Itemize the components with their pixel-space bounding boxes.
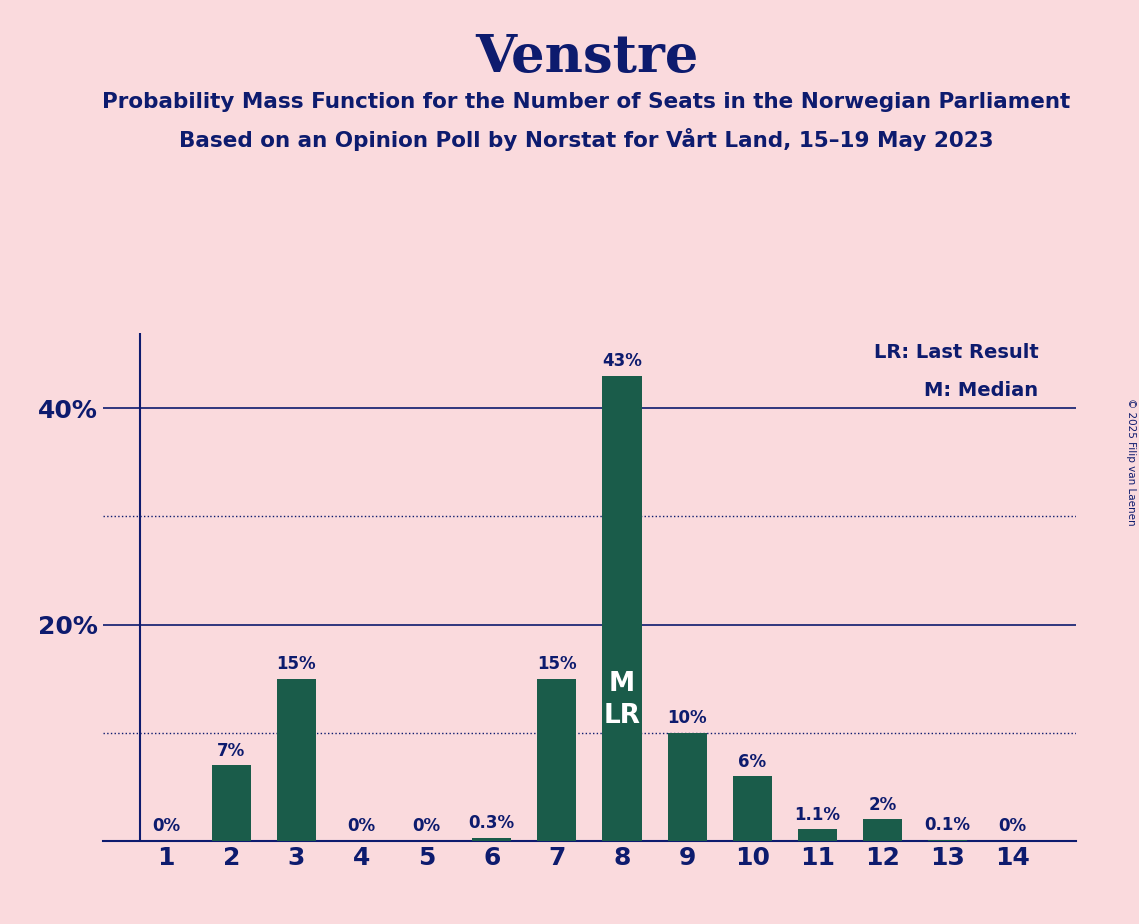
- Text: M: Median: M: Median: [925, 382, 1039, 400]
- Text: 1.1%: 1.1%: [794, 806, 841, 823]
- Bar: [863, 820, 902, 841]
- Text: Based on an Opinion Poll by Norstat for Vårt Land, 15–19 May 2023: Based on an Opinion Poll by Norstat for …: [179, 128, 994, 151]
- Text: 0%: 0%: [412, 818, 441, 835]
- Bar: [538, 678, 576, 841]
- Bar: [277, 678, 316, 841]
- Text: 0%: 0%: [999, 818, 1026, 835]
- Text: 15%: 15%: [277, 655, 317, 674]
- Text: 0%: 0%: [347, 818, 376, 835]
- Bar: [667, 733, 706, 841]
- Text: Venstre: Venstre: [475, 32, 698, 83]
- Text: Probability Mass Function for the Number of Seats in the Norwegian Parliament: Probability Mass Function for the Number…: [103, 92, 1071, 113]
- Text: 0.3%: 0.3%: [469, 814, 515, 833]
- Text: M
LR: M LR: [604, 671, 640, 729]
- Text: 43%: 43%: [603, 352, 642, 371]
- Bar: [473, 837, 511, 841]
- Text: 10%: 10%: [667, 710, 707, 727]
- Bar: [603, 376, 641, 841]
- Bar: [797, 829, 837, 841]
- Bar: [928, 840, 967, 841]
- Text: 2%: 2%: [868, 796, 896, 814]
- Bar: [732, 776, 772, 841]
- Text: 0%: 0%: [153, 818, 180, 835]
- Bar: [212, 765, 251, 841]
- Text: © 2025 Filip van Laenen: © 2025 Filip van Laenen: [1126, 398, 1136, 526]
- Text: 6%: 6%: [738, 752, 767, 771]
- Text: 7%: 7%: [218, 742, 246, 760]
- Text: 0.1%: 0.1%: [925, 816, 970, 834]
- Text: 15%: 15%: [538, 655, 576, 674]
- Text: LR: Last Result: LR: Last Result: [874, 344, 1039, 362]
